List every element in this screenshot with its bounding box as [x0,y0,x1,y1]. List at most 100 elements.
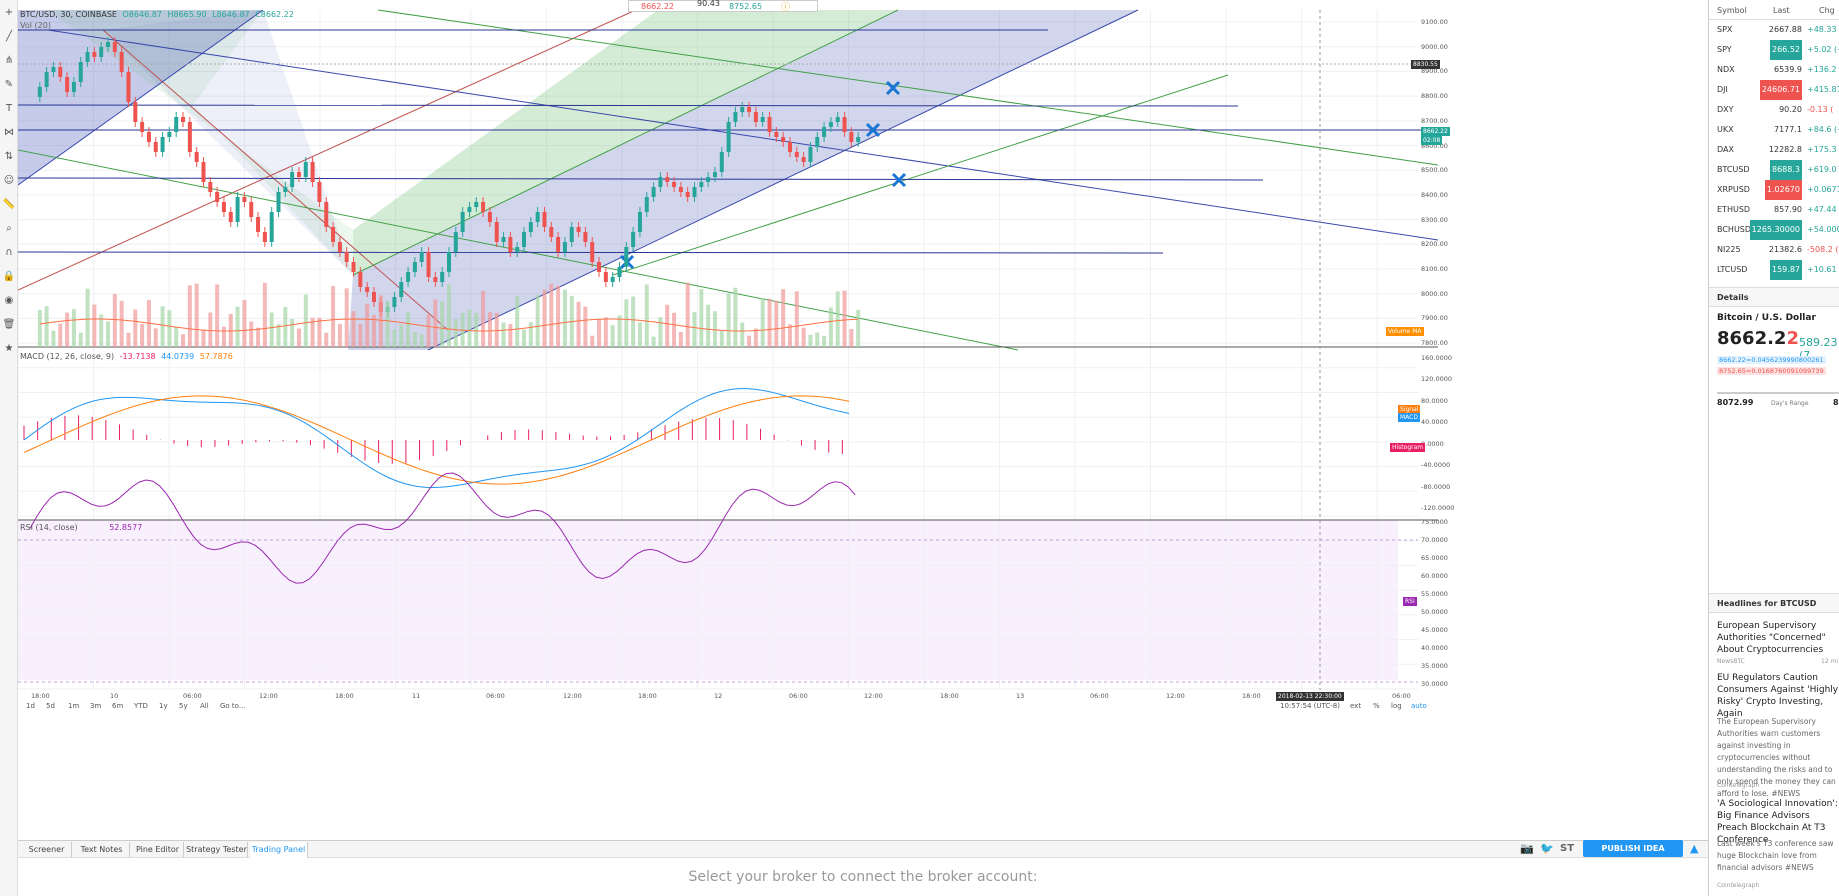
magnet-icon[interactable]: ∩ [5,247,13,258]
volume-bar [665,304,670,347]
watchlist-last: 21382.6 [1768,245,1802,254]
watchlist-row[interactable]: XRPUSD 1.02670 +0.06712 (+ [1709,180,1839,200]
candle [167,132,172,137]
range-5d[interactable]: 5d [46,702,55,710]
watchlist-change: +84.6 (+ [1807,125,1839,134]
collapse-panel-icon[interactable]: ▲ [1690,842,1699,855]
scale-percent[interactable]: % [1373,702,1380,710]
rsi-tick: 70.0000 [1421,536,1448,544]
text-icon[interactable]: T [5,103,13,114]
range-ytd[interactable]: YTD [134,702,148,710]
range-goto[interactable]: Go to... [220,702,246,710]
range-1m[interactable]: 1m [68,702,80,710]
favorites-icon[interactable]: ★ [4,343,14,354]
macd-label[interactable]: MACD (12, 26, close, 9) [20,352,115,361]
tab-pine-editor[interactable]: Pine Editor [132,842,184,858]
rsi-label[interactable]: RSI (14, close) [20,523,78,532]
eye-icon[interactable]: ◉ [4,295,14,306]
watchlist-row[interactable]: BTCUSD 8688.3 +619.0 (+ [1709,160,1839,180]
volume-bar [412,332,417,347]
twitter-icon[interactable]: 🐦 [1540,842,1554,855]
watchlist-row[interactable]: SPX 2667.88 +48.33 (+ [1709,20,1839,40]
macd-line [23,388,850,489]
headline-2-title[interactable]: EU Regulators Caution Consumers Against … [1717,673,1839,719]
popup-b: 90.43 [697,0,720,8]
col-last[interactable]: Last [1773,6,1790,15]
volume-bar [835,291,840,347]
candle [208,182,213,192]
tab-strategy-tester[interactable]: Strategy Tester [186,842,248,858]
watchlist-last: 12282.8 [1768,145,1802,154]
macd-tick: 120.0000 [1421,375,1453,383]
crosshair-icon[interactable]: + [4,7,14,18]
info-icon[interactable]: ⓘ [781,3,791,13]
time-tick: 06:00 [486,692,505,700]
volume-bar [453,319,458,347]
lock-icon[interactable]: 🔒 [2,271,16,282]
watchlist-row[interactable]: DAX 12282.8 +175.3 (+ [1709,140,1839,160]
time-tick: 18:00 [940,692,959,700]
volume-bar [760,298,765,347]
range-high: 8 [1833,398,1839,407]
prediction-icon[interactable]: ⇅ [4,151,14,162]
macd-v2: 44.0739 [161,352,195,361]
publish-idea-button[interactable]: PUBLISH IDEA [1583,840,1683,857]
ruler-icon[interactable]: 📏 [2,199,16,210]
watchlist-row[interactable]: UKX 7177.1 +84.6 (+ [1709,120,1839,140]
scale-auto[interactable]: auto [1411,702,1427,710]
trash-icon[interactable]: 🗑 [2,319,16,330]
macd-tick: 0.0000 [1421,440,1444,448]
camera-icon[interactable]: 📷 [1520,842,1534,855]
pattern-icon[interactable]: ⋈ [4,127,14,138]
watchlist-row[interactable]: DXY 90.20 -0.13 ( [1709,100,1839,120]
col-symbol[interactable]: Symbol [1717,6,1747,15]
price-tick: 9000.00 [1421,42,1448,51]
volume-bar [276,324,281,347]
chart-canvas[interactable] [18,0,1708,830]
tab-trading-panel[interactable]: Trading Panel [250,842,308,858]
symbol-label[interactable]: BTC/USD, 30, COINBASE [20,10,117,19]
watchlist-row[interactable]: NI225 21382.6 -508.2 ( [1709,240,1839,260]
volume-bar [610,325,615,347]
candle [672,182,677,187]
watchlist-last: 90.20 [1779,105,1802,114]
icon-shapes-icon[interactable]: ☺ [3,175,15,186]
headline-1-title[interactable]: European Supervisory Authorities "Concer… [1717,621,1826,655]
scale-log[interactable]: log [1391,702,1402,710]
volume-bar [528,322,533,347]
range-1d[interactable]: 1d [26,702,35,710]
watchlist-row[interactable]: NDX 6539.9 +136.2 (+ [1709,60,1839,80]
details-header[interactable]: Details [1709,287,1839,307]
volume-bar [712,311,717,347]
col-chg[interactable]: Chg [1819,6,1835,15]
headline-3-title[interactable]: 'A Sociological Innovation': Big Finance… [1717,799,1838,845]
range-1y[interactable]: 1y [159,702,168,710]
tab-screener[interactable]: Screener [22,842,72,858]
range-all[interactable]: All [200,702,209,710]
watchlist-row[interactable]: LTCUSD 159.87 +10.61 (+ [1709,260,1839,280]
range-label: Day's Range [1771,400,1809,407]
tab-text-notes[interactable]: Text Notes [74,842,130,858]
candle [406,272,411,282]
pitchfork-icon[interactable]: ⋔ [4,55,14,66]
utc-time[interactable]: 10:57:54 (UTC-8) [1280,702,1340,710]
brush-icon[interactable]: ✎ [4,79,14,90]
watchlist-row[interactable]: ETHUSD 857.90 +47.44 (+ [1709,200,1839,220]
candle [774,132,779,137]
candle [815,137,820,147]
signal-tag: Signal [1398,405,1421,414]
watchlist-row[interactable]: SPY 266.52 +5.02 (+ [1709,40,1839,60]
zoom-icon[interactable]: ⌕ [6,223,12,234]
scale-ext[interactable]: ext [1350,702,1362,710]
trend-line-icon[interactable]: ╱ [5,31,13,42]
range-3m[interactable]: 3m [90,702,102,710]
details-line1: 8662.22=0.0456239990800261 [1717,356,1826,364]
range-6m[interactable]: 6m [112,702,124,710]
watchlist-row[interactable]: DJI 24606.71 +415.81 (+ [1709,80,1839,100]
range-5y[interactable]: 5y [179,702,188,710]
stocktwits-icon[interactable]: ST [1560,843,1575,854]
chart-area[interactable]: BTC/USD, 30, COINBASE O8646.87 H8665.90 … [18,0,1708,830]
headlines-header[interactable]: Headlines for BTCUSD [1709,593,1839,613]
rsi-tick: 60.0000 [1421,572,1448,580]
